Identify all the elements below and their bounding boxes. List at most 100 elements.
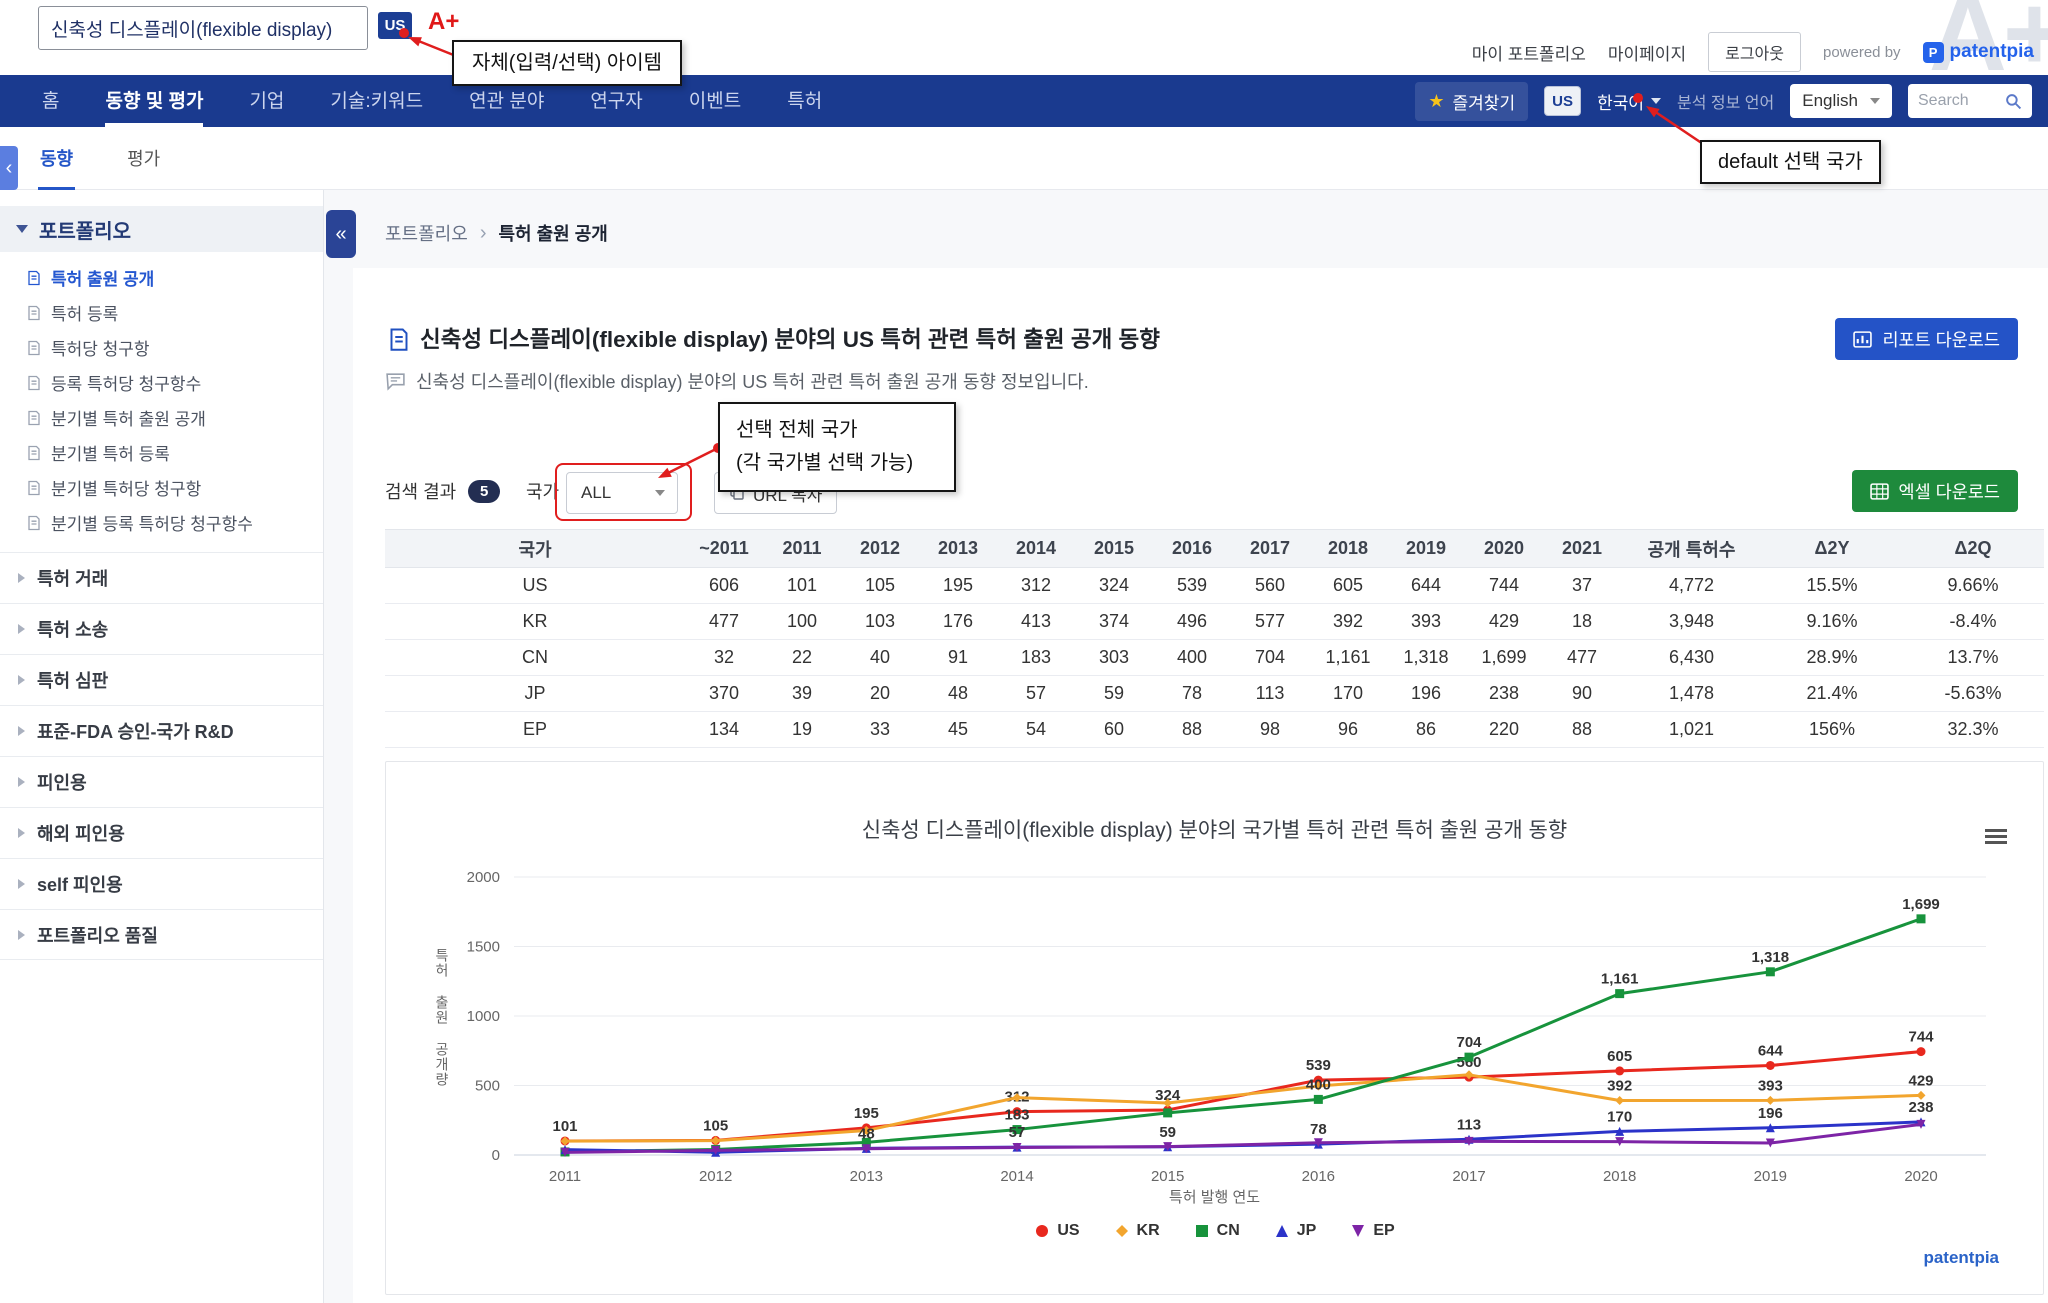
country-select[interactable]: ALL [566,472,678,514]
topic-search-box[interactable]: 신축성 디스플레이(flexible display) [38,6,368,50]
table-header-cell: 2013 [919,529,997,568]
table-cell: 90 [1543,675,1621,712]
table-cell: 195 [919,567,997,604]
document-edit-icon [26,445,42,461]
nav-item[interactable]: 기술:키워드 [330,90,424,112]
legend-label: EP [1373,1222,1395,1239]
favorites-button[interactable]: ★ 즐겨찾기 [1415,81,1529,121]
nav-item[interactable]: 연관 분야 [469,90,545,112]
sidebar-item-label: 등록 특허당 청구항수 [51,375,202,394]
nav-item[interactable]: 연구자 [590,90,643,112]
trend-chart-card: 신축성 디스플레이(flexible display) 분야의 국가별 특허 관… [385,761,2044,1295]
table-cell: 560 [1231,567,1309,604]
ui-language-dropdown[interactable]: 한국어 [1597,89,1662,114]
report-download-button[interactable]: 리포트 다운로드 [1835,318,2018,360]
table-cell: 1,161 [1309,639,1387,676]
svg-text:1,318: 1,318 [1752,949,1790,966]
my-page-link[interactable]: 마이페이지 [1607,44,1687,64]
chevron-down-icon [1651,98,1662,104]
table-header-cell: 2016 [1153,529,1231,568]
table-cell: 105 [841,567,919,604]
table-cell: 48 [919,675,997,712]
table-row: CN 32 22 40 91 183 303 400 704 1,161 1,318 1,699 477… [385,639,2044,676]
grade-indicator: A+ [428,8,460,35]
sidebar-item[interactable]: 등록 특허당 청구항수 [0,365,323,400]
svg-text:312: 312 [1004,1089,1029,1106]
sidebar-section[interactable]: 해외 피인용 [0,807,323,858]
report-download-label: 리포트 다운로드 [1882,329,2000,350]
document-edit-icon [26,340,42,356]
sidebar-section[interactable]: 특허 심판 [0,654,323,705]
page-subtitle-row: 신축성 디스플레이(flexible display) 분야의 US 특허 관련… [385,368,1089,394]
default-country-badge[interactable]: US [1544,86,1582,116]
table-cell: 496 [1153,603,1231,640]
svg-text:195: 195 [854,1105,879,1122]
sidebar-item[interactable]: 특허 등록 [0,295,323,330]
star-icon: ★ [1428,91,1445,111]
table-cell: 37 [1543,567,1621,604]
table-cell: 9.66% [1902,567,2044,604]
nav-item[interactable]: 기업 [249,90,285,112]
analysis-language-label: 분석 정보 언어 [1677,95,1775,112]
chart-legend: US KR CN JP EP [386,1222,2043,1240]
sidebar-item[interactable]: 분기별 특허 출원 공개 [0,400,323,435]
svg-text:2012: 2012 [699,1168,732,1185]
logout-button[interactable]: 로그아웃 [1708,32,1801,72]
analysis-language-dropdown[interactable]: English [1790,84,1892,118]
topic-country-chip[interactable]: US [378,12,412,39]
table-cell: 15.5% [1762,567,1902,604]
table-header-cell: 2017 [1231,529,1309,568]
nav-item[interactable]: 홈 [42,90,60,112]
nav-item[interactable]: 특허 [787,90,823,112]
sidebar-section[interactable]: 피인용 [0,756,323,807]
table-cell: 54 [997,711,1075,748]
sidebar-section[interactable]: 특허 거래 [0,552,323,603]
legend-item-kr[interactable]: KR [1114,1222,1160,1240]
sidebar-item[interactable]: 분기별 등록 특허당 청구항수 [0,505,323,540]
table-body: US 606 101 105 195 312 324 539 560 605 644 744 37 4,7… [385,567,2044,748]
legend-label: JP [1296,1222,1317,1239]
patentpia-logo[interactable]: P patentpia [1922,41,2034,63]
tab-item[interactable]: 평가 [127,149,161,169]
sidebar-group-portfolio[interactable]: 포트폴리오 [0,206,323,252]
sidebar-section-label: 특허 심판 [37,671,109,691]
excel-download-button[interactable]: 엑셀 다운로드 [1851,470,2018,512]
table-cell: 374 [1075,603,1153,640]
chevron-right-icon [18,777,25,787]
svg-text:393: 393 [1758,1077,1783,1094]
svg-text:704: 704 [1456,1034,1482,1051]
breadcrumb-portfolio[interactable]: 포트폴리오 [385,224,468,244]
sidebar-section[interactable]: 표준-FDA 승인-국가 R&D [0,705,323,756]
legend-item-jp[interactable]: JP [1274,1222,1317,1240]
nav-item[interactable]: 동향 및 평가 [105,75,204,127]
document-edit-icon [26,270,42,286]
sidebar-section[interactable]: 포트폴리오 품질 [0,909,323,960]
sidebar-collapse-button[interactable]: « [326,210,356,258]
table-cell: 1,478 [1621,675,1762,712]
nav-item[interactable]: 이벤트 [688,90,742,112]
chart-title: 신축성 디스플레이(flexible display) 분야의 국가별 특허 관… [861,819,1568,842]
legend-marker-icon [1195,1225,1208,1237]
sidebar-item[interactable]: 분기별 특허당 청구항 [0,470,323,505]
legend-item-cn[interactable]: CN [1194,1222,1240,1240]
table-cell: 39 [763,675,841,712]
table-cell: -8.4% [1902,603,2044,640]
sidebar-item[interactable]: 특허 출원 공개 [0,260,323,295]
sidebar-item[interactable]: 특허당 청구항 [0,330,323,365]
legend-item-us[interactable]: US [1034,1222,1080,1240]
sidebar-section[interactable]: 특허 소송 [0,603,323,654]
tab-item[interactable]: 동향 [38,145,76,190]
tab-collapse-chevron-icon[interactable]: ‹ [0,146,18,190]
sidebar-item[interactable]: 분기별 특허 등록 [0,435,323,470]
legend-item-ep[interactable]: EP [1350,1222,1395,1240]
table-cell: 40 [841,639,919,676]
global-search-box[interactable]: Search [1908,84,2032,118]
table-cell: 33 [841,711,919,748]
sidebar-section[interactable]: self 피인용 [0,858,323,909]
my-portfolio-link[interactable]: 마이 포트폴리오 [1471,44,1586,64]
svg-text:1000: 1000 [467,1008,500,1025]
table-cell: 413 [997,603,1075,640]
hamburger-menu-icon[interactable] [1985,826,2007,847]
sidebar-group-label: 포트폴리오 [39,220,131,243]
svg-text:2016: 2016 [1302,1168,1335,1185]
